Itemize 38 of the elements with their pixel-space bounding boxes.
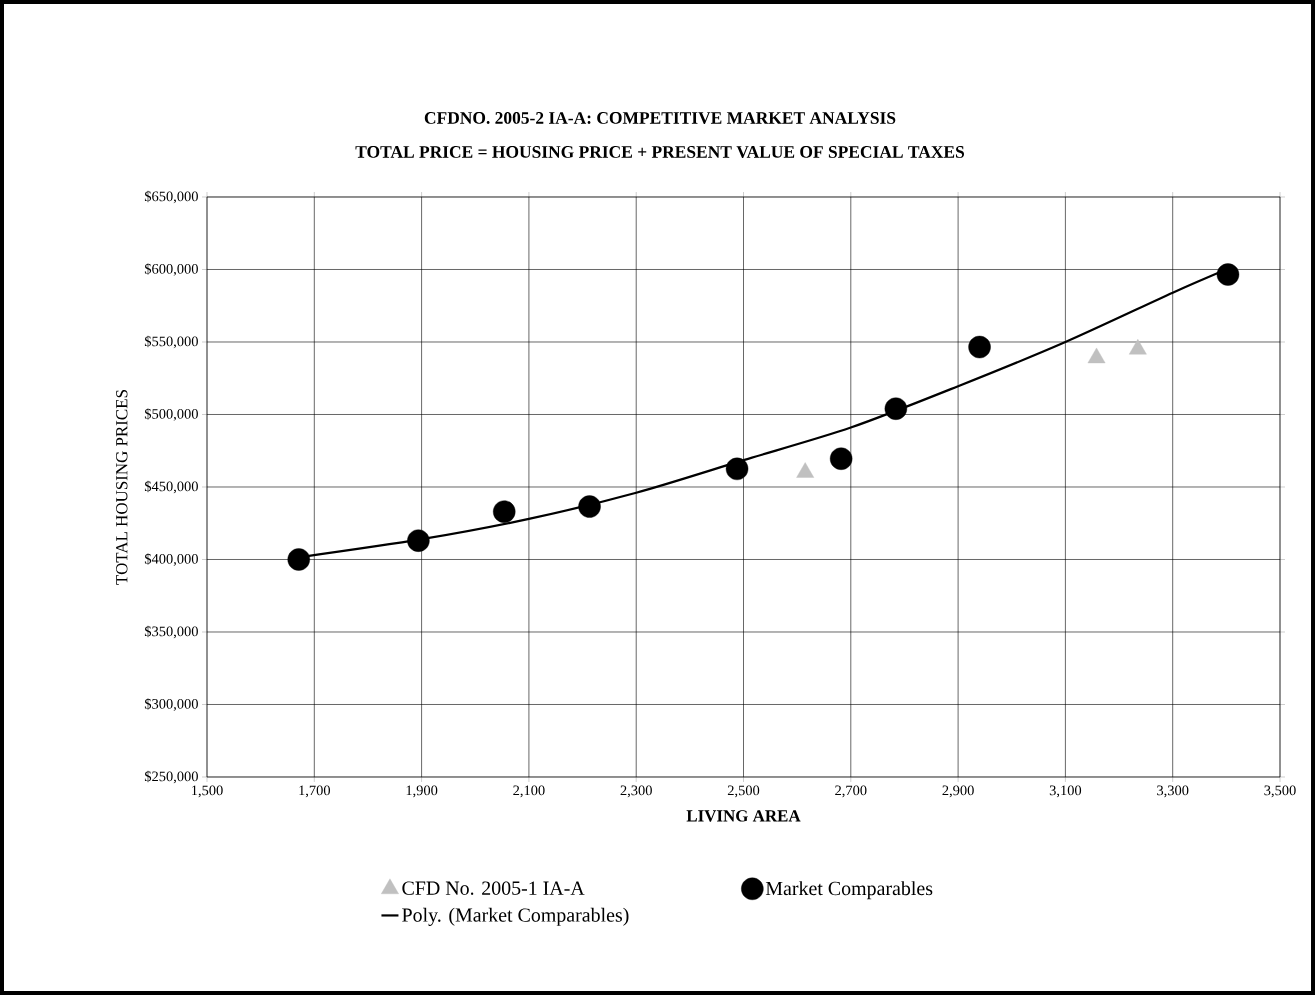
x-tick-label: 2,900	[942, 785, 974, 798]
y-tick-label: $650,000	[144, 190, 198, 204]
point	[407, 529, 430, 552]
y-axis-title: TOTAL HOUSING PRICES	[116, 390, 128, 585]
legend-label: Market Comparables	[765, 881, 933, 900]
x-tick-label: 3,100	[1049, 785, 1082, 798]
chart-subtitle: TOTAL PRICE = HOUSING PRICE + PRESENT VALUE OF SPECIAL TAXES	[355, 146, 965, 158]
point	[1128, 339, 1147, 355]
y-tick-label: $300,000	[144, 698, 198, 711]
x-tick-label: 2,700	[835, 785, 867, 798]
x-tick-label: 3,300	[1157, 785, 1189, 798]
y-tick-label: $450,000	[144, 480, 198, 494]
point	[1216, 263, 1240, 286]
x-tick-label: 3,500	[1264, 785, 1296, 798]
point	[1087, 347, 1106, 364]
point	[493, 500, 516, 523]
point	[725, 457, 749, 481]
y-tick-label: $250,000	[144, 770, 198, 784]
x-tick-label: 1,900	[406, 785, 438, 798]
y-tick-label: $400,000	[144, 553, 198, 566]
x-tick-label: 2,100	[513, 785, 545, 798]
point	[829, 447, 853, 470]
y-tick-label: $600,000	[144, 263, 198, 276]
x-tick-label: 1,700	[299, 785, 331, 798]
y-tick-label: $550,000	[144, 335, 198, 349]
point	[968, 335, 991, 359]
chart-title: CFDNO. 2005-2 IA-A: COMPETITIVE MARKET ANALYSIS	[424, 112, 896, 124]
x-axis-title: LIVING AREA	[686, 810, 801, 822]
point	[287, 548, 310, 571]
legend-label: CFD No. 2005-1 IA-A	[402, 881, 585, 895]
x-tick-label: 2,300	[620, 785, 652, 798]
x-tick-label: 1,500	[192, 785, 223, 798]
y-tick-label: $350,000	[144, 625, 198, 639]
point	[884, 397, 908, 420]
legend-label: Poly. (Market Comparables)	[402, 907, 629, 926]
point	[578, 495, 601, 518]
y-tick-label: $500,000	[144, 408, 198, 421]
x-tick-label: 2,500	[727, 785, 760, 798]
